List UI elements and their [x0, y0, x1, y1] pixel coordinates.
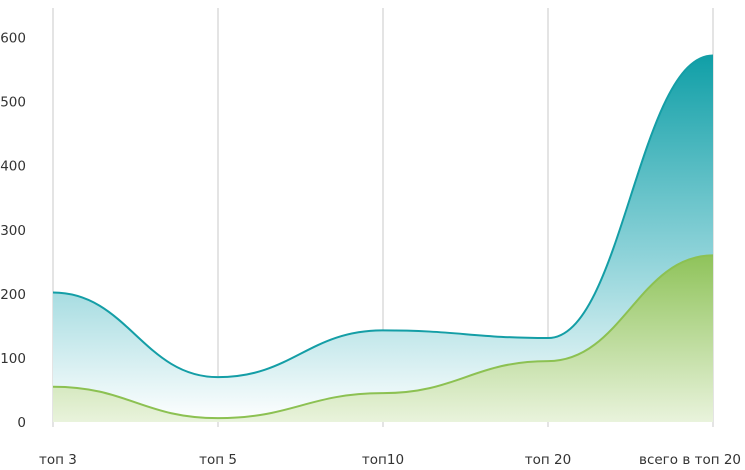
y-tick-label: 600 [0, 31, 26, 47]
y-tick-label: 200 [0, 287, 26, 303]
x-tick-label: топ 5 [199, 452, 237, 468]
green-series-area [53, 255, 713, 422]
x-tick-label: топ10 [362, 452, 404, 468]
x-tick-label: топ 20 [525, 452, 571, 468]
y-tick-label: 500 [0, 95, 26, 111]
y-tick-label: 100 [0, 351, 26, 367]
y-tick-label: 0 [17, 415, 26, 431]
x-axis: топ 3 топ 5 топ10 топ 20 всего в топ 20 [39, 452, 741, 468]
green-series-line [52, 254, 714, 420]
y-tick-label: 400 [0, 159, 26, 175]
x-tick-label: всего в топ 20 [639, 452, 741, 468]
plot-areas [52, 54, 714, 423]
x-tick-label: топ 3 [39, 452, 77, 468]
y-tick-label: 300 [0, 223, 26, 239]
teal-series-line [52, 54, 714, 379]
y-axis: 0 100 200 300 400 500 600 [0, 31, 26, 432]
